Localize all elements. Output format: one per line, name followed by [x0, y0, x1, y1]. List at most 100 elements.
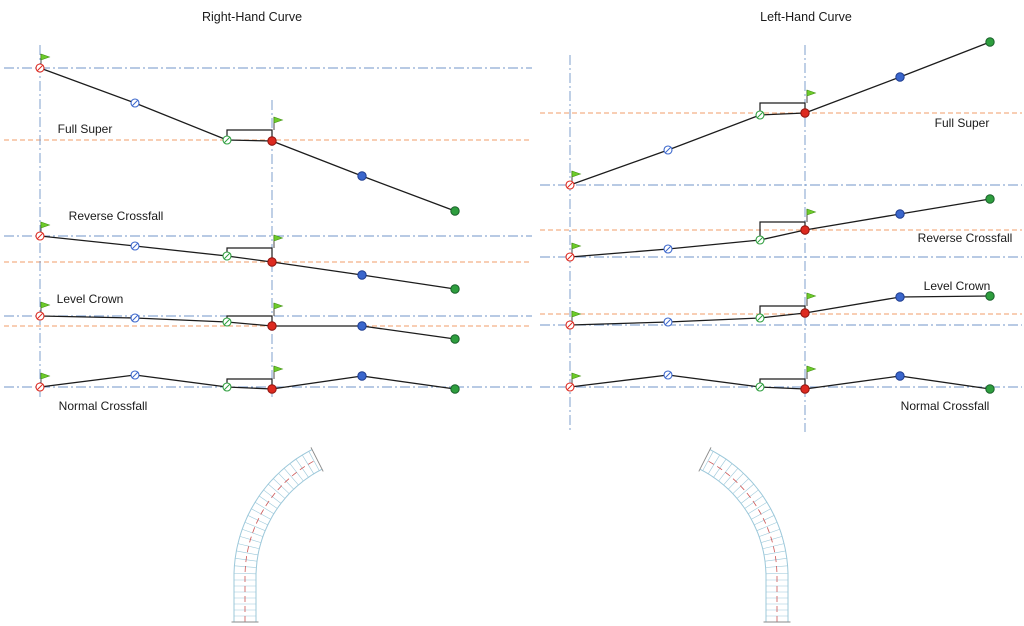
marker-green-solid [450, 384, 460, 394]
marker-blue-hatched [663, 145, 673, 155]
crown-step-line [226, 129, 273, 141]
plan-station-tick [762, 543, 785, 550]
panel-left-curve [540, 37, 1022, 432]
surface-line [569, 374, 991, 390]
surface-line [39, 315, 456, 340]
plan-station-tick [236, 550, 259, 556]
flag-icon [273, 365, 284, 379]
marker-green-solid [985, 384, 995, 394]
section-full-super-right [35, 53, 460, 216]
marker-blue-hatched [130, 313, 140, 323]
flag-pennant [806, 292, 817, 300]
plan-view-right-curve [231, 447, 324, 623]
plan-station-tick [268, 483, 286, 499]
flag-icon [806, 292, 817, 306]
marker-green-hatched [755, 110, 765, 120]
section-full-super-left [565, 37, 995, 190]
flag-pennant [40, 53, 51, 61]
plan-station-tick [723, 468, 739, 486]
plan-end-tick [310, 447, 324, 472]
crown-step-line [226, 247, 273, 262]
plan-station-tick [756, 521, 778, 531]
flag-icon [806, 89, 817, 103]
marker-blue-hatched [663, 244, 673, 254]
surface-line [569, 295, 991, 326]
marker-green-solid [985, 37, 995, 47]
plan-station-tick [707, 454, 720, 474]
marker-green-hatched [755, 313, 765, 323]
plan-station-tick [244, 521, 266, 531]
marker-blue-hatched [130, 241, 140, 251]
marker-red-hatched [565, 320, 575, 330]
marker-green-hatched [755, 235, 765, 245]
flag-pennant [273, 116, 284, 124]
marker-red-solid [267, 321, 277, 331]
plan-edge-line [709, 449, 789, 622]
marker-red-hatched [35, 382, 45, 392]
plan-station-tick [237, 543, 260, 550]
flag-icon [806, 208, 817, 222]
flag-icon [806, 365, 817, 379]
plan-station-tick [765, 572, 788, 575]
marker-blue-hatched [130, 98, 140, 108]
section-label-full-super-left: Full Super [934, 116, 990, 130]
section-reverse-crossfall-right [35, 221, 460, 294]
plan-station-tick [758, 528, 780, 537]
marker-red-solid [267, 384, 277, 394]
marker-blue-solid [357, 371, 367, 381]
plan-end-tick [698, 447, 712, 472]
crown-step-line [759, 102, 806, 115]
marker-red-hatched [35, 63, 45, 73]
plan-station-tick [763, 550, 786, 556]
plan-station-tick [302, 454, 315, 474]
plan-centerline [704, 459, 778, 622]
section-label-full-super-right: Full Super [57, 122, 113, 136]
surface-line [569, 41, 991, 186]
plan-station-tick [254, 502, 274, 515]
flag-pennant [273, 234, 284, 242]
marker-red-solid [800, 384, 810, 394]
section-label-normal-crossfall-right: Normal Crossfall [58, 399, 148, 413]
surface-line [569, 198, 991, 258]
section-reverse-crossfall-left [565, 194, 995, 262]
crown-step-line [759, 305, 806, 318]
marker-red-hatched [35, 231, 45, 241]
flag-pennant [806, 365, 817, 373]
plan-edge-line [699, 468, 767, 622]
flag-pennant [806, 208, 817, 216]
marker-blue-solid [357, 171, 367, 181]
surface-line [39, 67, 456, 212]
plan-station-tick [748, 502, 768, 515]
plan-station-tick [736, 483, 754, 499]
marker-green-solid [450, 206, 460, 216]
marker-red-hatched [565, 252, 575, 262]
plan-station-tick [242, 528, 264, 537]
marker-green-hatched [222, 135, 232, 145]
section-normal-crossfall-left [565, 365, 995, 394]
section-label-reverse-crossfall-right: Reverse Crossfall [68, 209, 164, 223]
panel-title-right-hand-curve: Right-Hand Curve [201, 9, 303, 24]
marker-green-hatched [222, 251, 232, 261]
marker-red-solid [267, 257, 277, 267]
section-label-reverse-crossfall-left: Reverse Crossfall [917, 231, 1013, 245]
flag-pennant [571, 242, 582, 250]
plan-view-left-curve [698, 447, 791, 623]
flag-icon [273, 234, 284, 248]
marker-green-hatched [222, 317, 232, 327]
panel-title-left-hand-curve: Left-Hand Curve [760, 9, 852, 24]
marker-red-hatched [35, 311, 45, 321]
surface-line [39, 374, 456, 390]
marker-red-solid [267, 136, 277, 146]
marker-green-hatched [755, 382, 765, 392]
marker-red-solid [800, 308, 810, 318]
marker-blue-solid [357, 321, 367, 331]
marker-green-hatched [222, 382, 232, 392]
marker-blue-hatched [130, 370, 140, 380]
flag-pennant [571, 170, 582, 178]
plan-station-tick [308, 451, 320, 471]
flag-pennant [273, 365, 284, 373]
marker-blue-solid [357, 270, 367, 280]
plan-centerline [244, 459, 318, 622]
flag-pennant [40, 221, 51, 229]
